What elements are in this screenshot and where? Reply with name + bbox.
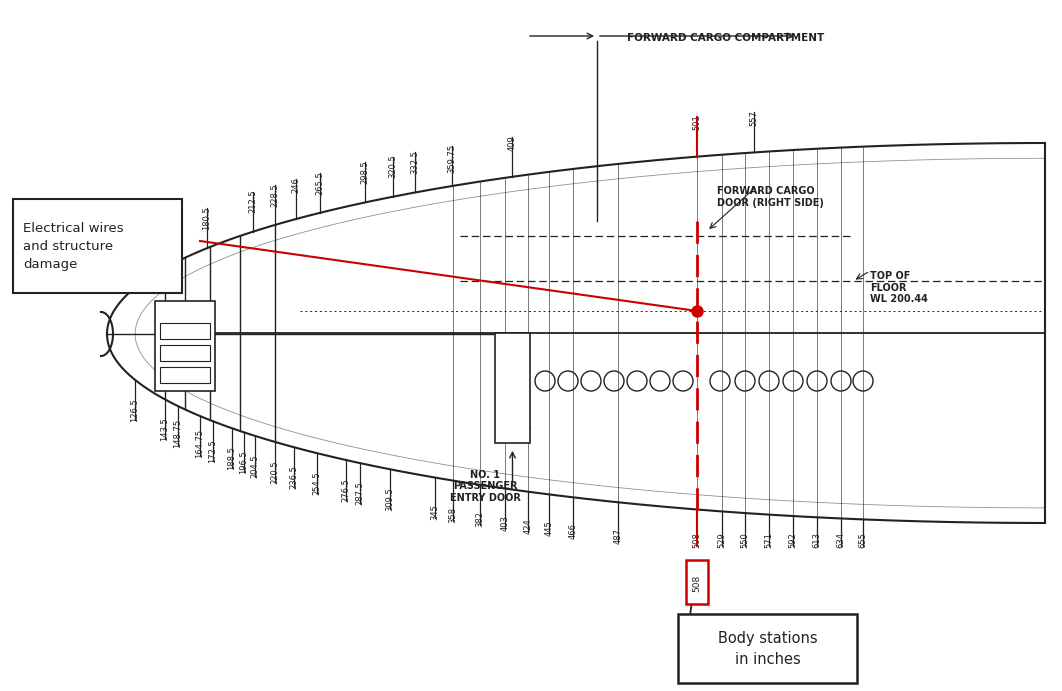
FancyBboxPatch shape: [686, 560, 708, 604]
Text: TOP OF
FLOOR
WL 200.44: TOP OF FLOOR WL 200.44: [870, 271, 928, 304]
FancyBboxPatch shape: [160, 367, 210, 383]
Text: 445: 445: [545, 520, 553, 536]
FancyBboxPatch shape: [13, 199, 182, 293]
Text: 655: 655: [858, 532, 868, 548]
FancyBboxPatch shape: [678, 614, 857, 683]
Text: 571: 571: [765, 532, 773, 548]
Text: 188.5: 188.5: [227, 446, 237, 471]
Text: 358: 358: [448, 507, 458, 522]
Text: 196.5: 196.5: [240, 451, 249, 474]
Text: 508: 508: [692, 574, 702, 591]
Text: 309.5: 309.5: [386, 488, 394, 511]
Text: Body stations
in inches: Body stations in inches: [718, 630, 818, 667]
Text: 403: 403: [500, 515, 510, 531]
Text: 132.5: 132.5: [140, 238, 150, 262]
Text: 126.5: 126.5: [131, 398, 139, 422]
Text: 180.5: 180.5: [203, 206, 211, 230]
Text: 157: 157: [169, 222, 177, 238]
Text: FORWARD CARGO
DOOR (RIGHT SIDE): FORWARD CARGO DOOR (RIGHT SIDE): [717, 186, 824, 207]
Text: 204.5: 204.5: [251, 454, 259, 478]
Text: 287.5: 287.5: [356, 481, 364, 505]
Text: 613: 613: [812, 532, 822, 548]
Text: 487: 487: [614, 529, 622, 545]
Text: 332.5: 332.5: [411, 151, 419, 174]
Text: 508: 508: [692, 532, 702, 548]
FancyBboxPatch shape: [155, 301, 215, 391]
Text: 172.5: 172.5: [208, 439, 218, 463]
Text: 634: 634: [837, 532, 845, 548]
Text: 246: 246: [291, 177, 301, 193]
Text: 265.5: 265.5: [315, 171, 325, 195]
Text: 143.5: 143.5: [160, 417, 170, 442]
Text: 529: 529: [718, 532, 726, 548]
Text: 212.5: 212.5: [249, 189, 257, 214]
Text: 359.75: 359.75: [447, 144, 457, 173]
Text: 592: 592: [788, 532, 798, 548]
Text: 409: 409: [508, 135, 516, 151]
Text: 320.5: 320.5: [389, 155, 397, 178]
Text: 148.75: 148.75: [173, 419, 183, 448]
Text: 424: 424: [524, 518, 532, 533]
Text: 298.5: 298.5: [360, 160, 370, 184]
Text: 164.75: 164.75: [195, 429, 205, 458]
Text: 466: 466: [568, 523, 578, 540]
Text: 254.5: 254.5: [312, 471, 322, 495]
Text: Electrical wires
and structure
damage: Electrical wires and structure damage: [23, 222, 123, 270]
Text: 236.5: 236.5: [290, 465, 298, 489]
Text: 276.5: 276.5: [342, 478, 350, 502]
Text: NO. 1
PASSENGER
ENTRY DOOR: NO. 1 PASSENGER ENTRY DOOR: [449, 470, 520, 503]
Text: FORWARD CARGO COMPARTMENT: FORWARD CARGO COMPARTMENT: [627, 33, 824, 43]
Text: 382: 382: [476, 511, 484, 527]
Text: 557: 557: [750, 111, 758, 126]
Text: 228.5: 228.5: [271, 183, 279, 207]
Text: 501: 501: [692, 115, 702, 131]
Text: 550: 550: [740, 532, 750, 548]
Text: 345: 345: [430, 504, 440, 520]
Bar: [495, 333, 530, 443]
FancyBboxPatch shape: [160, 323, 210, 339]
Text: 220.5: 220.5: [271, 460, 279, 484]
FancyBboxPatch shape: [160, 345, 210, 361]
